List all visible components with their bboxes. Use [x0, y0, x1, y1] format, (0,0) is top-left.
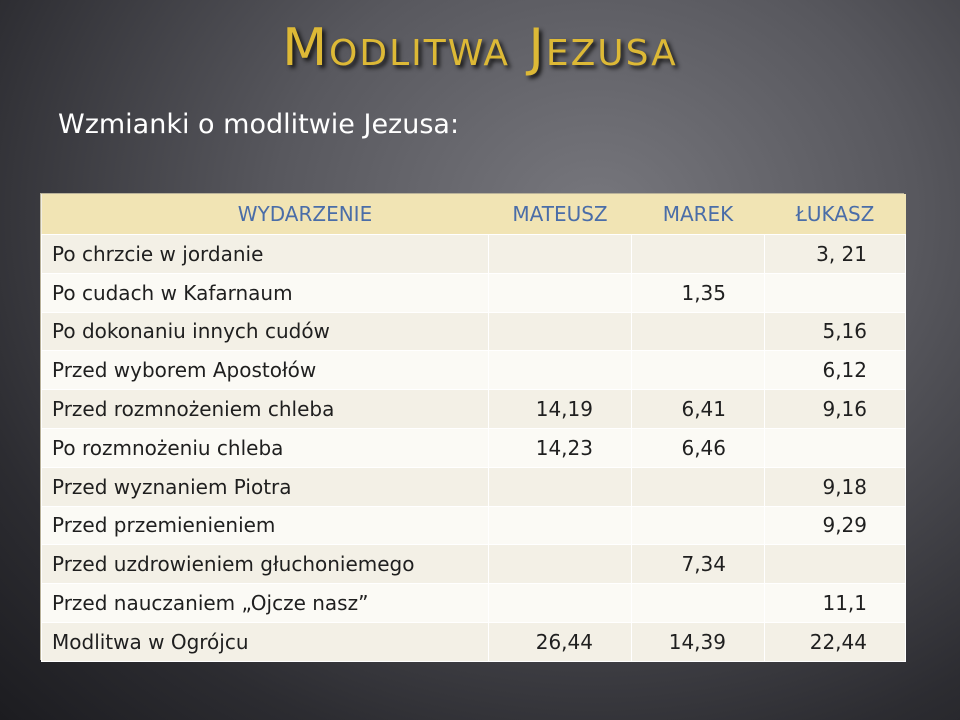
marek-cell — [631, 505, 765, 546]
lukasz-cell: 9,18 — [764, 466, 906, 507]
header-marek: MAREK — [631, 194, 765, 235]
mateusz-cell — [488, 583, 632, 623]
lukasz-cell: 11,1 — [764, 583, 906, 623]
event-cell: Po cudach w Kafarnaum — [41, 272, 489, 313]
event-cell: Przed rozmnożeniem chleba — [41, 389, 489, 429]
header-mateusz: MATEUSZ — [488, 194, 632, 235]
lukasz-cell: 9,16 — [764, 389, 906, 429]
table-row: Po chrzcie w jordanie 3, 21 — [41, 234, 906, 274]
marek-cell: 14,39 — [631, 621, 765, 662]
marek-cell: 6,46 — [631, 427, 765, 468]
event-cell: Modlitwa w Ogrójcu — [41, 621, 489, 662]
marek-cell: 6,41 — [631, 389, 765, 429]
lukasz-cell: 6,12 — [764, 350, 906, 391]
event-cell: Przed uzdrowieniem głuchoniemego — [41, 544, 489, 585]
table-row: Po cudach w Kafarnaum 1,35 — [41, 272, 906, 313]
mateusz-cell: 26,44 — [488, 621, 632, 662]
references-table: WYDARZENIE MATEUSZ MAREK ŁUKASZ Po chrzc… — [41, 194, 906, 662]
marek-cell — [631, 466, 765, 507]
marek-cell — [631, 583, 765, 623]
marek-cell: 1,35 — [631, 272, 765, 313]
table-row: Po rozmnożeniu chleba 14,23 6,46 — [41, 427, 906, 468]
header-event: WYDARZENIE — [41, 194, 489, 235]
table-row: Przed wyznaniem Piotra 9,18 — [41, 466, 906, 507]
event-cell: Po rozmnożeniu chleba — [41, 427, 489, 468]
table-row: Przed rozmnożeniem chleba 14,19 6,41 9,1… — [41, 389, 906, 429]
mateusz-cell — [488, 234, 632, 274]
lukasz-cell — [764, 427, 906, 468]
lukasz-cell — [764, 272, 906, 313]
table-body: Po chrzcie w jordanie 3, 21 Po cudach w … — [41, 234, 906, 662]
table-row: Przed przemienieniem 9,29 — [41, 505, 906, 546]
mateusz-cell — [488, 544, 632, 585]
marek-cell: 7,34 — [631, 544, 765, 585]
table-row: Modlitwa w Ogrójcu 26,44 14,39 22,44 — [41, 621, 906, 662]
lukasz-cell: 22,44 — [764, 621, 906, 662]
lukasz-cell: 9,29 — [764, 505, 906, 546]
lukasz-cell: 3, 21 — [764, 234, 906, 274]
mateusz-cell — [488, 311, 632, 352]
slide-subtitle: Wzmianki o modlitwie Jezusa: — [58, 109, 460, 140]
table-row: Po dokonaniu innych cudów 5,16 — [41, 311, 906, 352]
marek-cell — [631, 311, 765, 352]
mateusz-cell: 14,19 — [488, 389, 632, 429]
mateusz-cell — [488, 272, 632, 313]
header-lukasz: ŁUKASZ — [764, 194, 906, 235]
lukasz-cell: 5,16 — [764, 311, 906, 352]
event-cell: Przed przemienieniem — [41, 505, 489, 546]
table-row: Przed wyborem Apostołów 6,12 — [41, 350, 906, 391]
lukasz-cell — [764, 544, 906, 585]
table-row: Przed uzdrowieniem głuchoniemego 7,34 — [41, 544, 906, 585]
event-cell: Przed wyborem Apostołów — [41, 350, 489, 391]
table-row: Przed nauczaniem „Ojcze nasz” 11,1 — [41, 583, 906, 623]
mateusz-cell — [488, 505, 632, 546]
slide-title: Modlitwa Jezusa — [282, 18, 678, 78]
marek-cell — [631, 350, 765, 391]
gospel-references-table: WYDARZENIE MATEUSZ MAREK ŁUKASZ Po chrzc… — [40, 193, 906, 662]
marek-cell — [631, 234, 765, 274]
event-cell: Przed wyznaniem Piotra — [41, 466, 489, 507]
mateusz-cell: 14,23 — [488, 427, 632, 468]
event-cell: Po dokonaniu innych cudów — [41, 311, 489, 352]
mateusz-cell — [488, 466, 632, 507]
event-cell: Przed nauczaniem „Ojcze nasz” — [41, 583, 489, 623]
table-header-row: WYDARZENIE MATEUSZ MAREK ŁUKASZ — [41, 194, 906, 235]
mateusz-cell — [488, 350, 632, 391]
event-cell: Po chrzcie w jordanie — [41, 234, 489, 274]
